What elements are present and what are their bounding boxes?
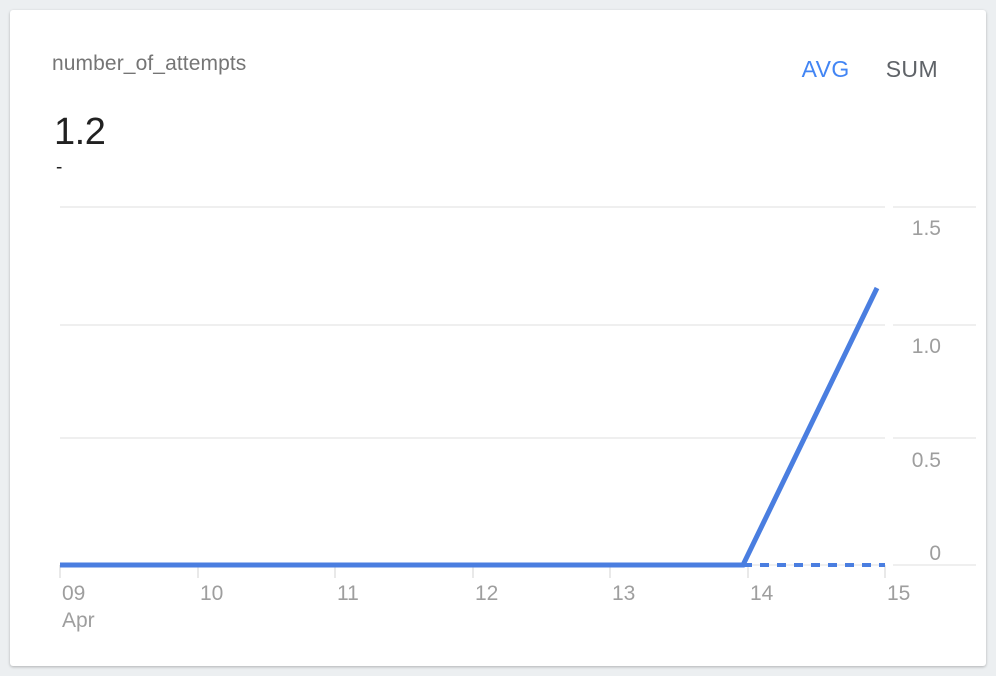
x-axis-tick-13: 13 — [612, 582, 636, 605]
y-axis-tick-1-0: 1.0 — [911, 335, 941, 358]
metric-secondary-value: - — [56, 157, 63, 178]
chart-x-tickmarks — [59, 565, 886, 578]
y-axis-tick-0-5: 0.5 — [911, 449, 941, 472]
x-axis-tick-15: 15 — [887, 582, 911, 605]
x-axis-month-label: Apr — [62, 609, 95, 632]
x-axis-tick-12: 12 — [475, 582, 499, 605]
aggregation-toggle-group: AVG SUM — [784, 54, 956, 86]
x-axis-tick-14: 14 — [750, 582, 774, 605]
page-title: number_of_attempts — [52, 52, 247, 75]
aggregation-option-sum[interactable]: SUM — [868, 54, 956, 86]
chart-plot-area: 1.5 1.0 0.5 0 09 10 11 12 13 14 15 Apr — [10, 10, 986, 666]
y-axis-tick-1-5: 1.5 — [911, 217, 941, 240]
x-axis-tick-10: 10 — [200, 582, 224, 605]
metric-primary-value: 1.2 — [54, 111, 106, 153]
aggregation-option-avg[interactable]: AVG — [784, 54, 868, 86]
chart-gridlines — [60, 206, 976, 566]
x-axis-tick-11: 11 — [337, 582, 359, 605]
x-axis-tick-09: 09 — [62, 582, 86, 605]
card-header: number_of_attempts AVG SUM — [10, 10, 986, 96]
chart-series-line — [60, 286, 880, 568]
metric-chart-card: number_of_attempts AVG SUM 1.2 - — [10, 10, 986, 666]
y-axis-tick-0: 0 — [929, 542, 941, 565]
